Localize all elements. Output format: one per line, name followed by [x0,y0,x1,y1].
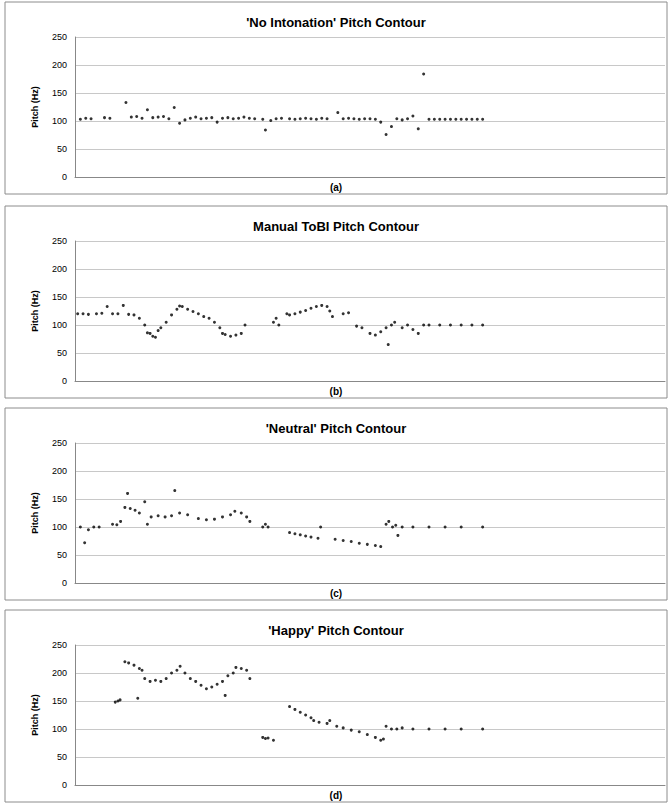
svg-text:200: 200 [52,60,67,70]
svg-text:100: 100 [52,320,67,330]
svg-text:(a): (a) [330,182,342,193]
svg-text:0: 0 [62,578,67,588]
svg-text:Pitch (Hz): Pitch (Hz) [30,694,40,736]
svg-text:(b): (b) [330,386,343,397]
svg-text:'No Intonation' Pitch Contour: 'No Intonation' Pitch Contour [246,15,426,30]
svg-text:50: 50 [57,348,67,358]
svg-text:150: 150 [52,292,67,302]
svg-text:0: 0 [62,376,67,386]
svg-text:Manual ToBI Pitch Contour: Manual ToBI Pitch Contour [253,219,419,234]
svg-text:150: 150 [52,696,67,706]
svg-text:200: 200 [52,668,67,678]
svg-text:0: 0 [62,172,67,182]
svg-text:200: 200 [52,466,67,476]
svg-text:150: 150 [52,494,67,504]
svg-text:250: 250 [52,236,67,246]
svg-text:0: 0 [62,780,67,790]
svg-text:50: 50 [57,752,67,762]
svg-text:100: 100 [52,724,67,734]
svg-text:100: 100 [52,116,67,126]
svg-text:250: 250 [52,438,67,448]
svg-text:50: 50 [57,550,67,560]
svg-text:(c): (c) [330,588,342,599]
svg-text:200: 200 [52,264,67,274]
svg-text:Pitch (Hz): Pitch (Hz) [30,290,40,332]
svg-text:150: 150 [52,88,67,98]
svg-text:250: 250 [52,640,67,650]
svg-text:'Happy' Pitch Contour: 'Happy' Pitch Contour [268,623,403,638]
svg-text:50: 50 [57,144,67,154]
svg-text:'Neutral' Pitch Contour: 'Neutral' Pitch Contour [266,421,407,436]
svg-text:(d): (d) [330,790,343,801]
svg-text:250: 250 [52,32,67,42]
svg-text:Pitch (Hz): Pitch (Hz) [30,86,40,128]
svg-text:Pitch (Hz): Pitch (Hz) [30,492,40,534]
svg-text:100: 100 [52,522,67,532]
